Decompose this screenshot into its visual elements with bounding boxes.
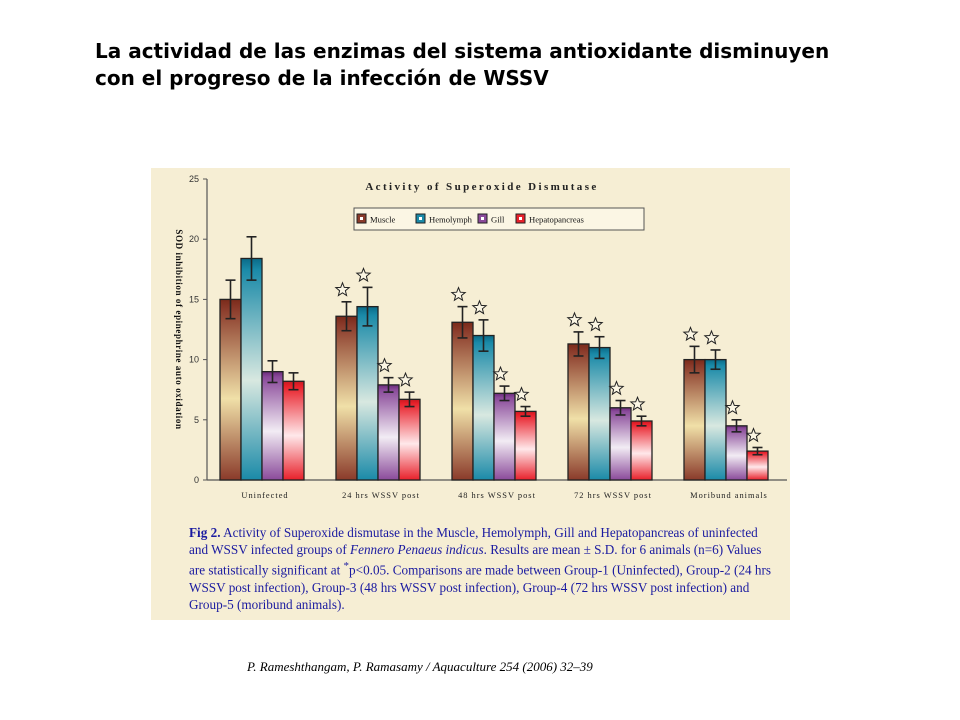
slide-title-line-1: La actividad de las enzimas del sistema … <box>95 39 830 63</box>
caption-part-1: Activity of Superoxide dismutase in the … <box>189 525 758 558</box>
x-axis-label: Groups <box>523 507 562 508</box>
significance-star <box>629 395 646 412</box>
x-category-label: 24 hrs WSSV post <box>342 491 420 500</box>
x-category-label: infection <box>594 507 633 508</box>
x-category-label: Moribund animals <box>690 491 768 500</box>
legend-label-gill: Gill <box>491 215 505 225</box>
bar-muscle-2 <box>335 315 358 481</box>
significance-star <box>724 399 741 415</box>
legend-label-hepatopancreas: Hepatopancreas <box>529 215 585 225</box>
slide-title: La actividad de las enzimas del sistema … <box>95 38 855 92</box>
y-tick-label: 10 <box>189 355 199 365</box>
bar-hepatopancreas-1 <box>282 380 305 481</box>
y-tick-label: 0 <box>194 475 199 485</box>
bar-hemolymph-4 <box>588 346 611 481</box>
figure-caption: Fig 2. Activity of Superoxide dismutase … <box>189 524 779 613</box>
significance-star <box>450 286 467 302</box>
bar-hemolymph-1 <box>240 257 263 481</box>
legend-box <box>353 207 645 231</box>
legend-label-muscle: Muscle <box>370 215 395 225</box>
significance-star <box>492 365 509 381</box>
x-category-label: Uninfected <box>241 491 288 500</box>
bar-hepatopancreas-2 <box>398 398 421 481</box>
bar-gill-1 <box>261 370 284 481</box>
y-axis-label: SOD inhibition of epinephrine auto oxida… <box>174 229 184 429</box>
bar-hemolymph-2 <box>356 305 379 481</box>
significance-star <box>376 357 393 373</box>
sod-bar-chart: 0 5 10 15 20 25 Activity of Superoxide Dismuta… <box>174 174 787 508</box>
bar-muscle-4 <box>567 343 590 481</box>
significance-star <box>334 281 351 297</box>
significance-star <box>471 299 488 315</box>
significance-star <box>566 311 583 327</box>
citation: P. Rameshthangam, P. Ramasamy / Aquacult… <box>247 659 593 674</box>
bar-gill-5 <box>725 425 748 481</box>
bar-gill-4 <box>609 407 632 481</box>
legend: Muscle Hemolymph Gill Hepatopancreas <box>353 207 645 231</box>
bar-gill-3 <box>493 392 516 481</box>
chart-title: Activity of Superoxide Dismutase <box>365 181 598 193</box>
bar-muscle-5 <box>683 358 706 481</box>
y-tick-label: 25 <box>189 174 199 184</box>
caption-part-3: p<0.05. Comparisons are made between Gro… <box>189 562 772 613</box>
x-category-label: 72 hrs WSSV post <box>574 491 652 500</box>
bar-hemolymph-3 <box>472 334 495 481</box>
y-tick-label: 15 <box>189 294 199 304</box>
bar-muscle-1 <box>219 298 242 481</box>
caption-superscript: * <box>343 560 350 573</box>
bar-gill-2 <box>377 384 400 481</box>
significance-star <box>587 316 604 332</box>
bar-hepatopancreas-3 <box>514 410 537 481</box>
x-category-label: 48 hrs WSSV post <box>458 491 536 500</box>
x-category-label: infection <box>478 507 517 508</box>
figure-panel: 0 5 10 15 20 25 Activity of Superoxide Dismuta… <box>151 168 790 620</box>
legend-label-hemolymph: Hemolymph <box>429 215 473 225</box>
bar-muscle-3 <box>451 321 474 481</box>
bar-hemolymph-5 <box>704 358 727 481</box>
y-tick-label: 5 <box>194 415 199 425</box>
significance-star <box>355 267 372 283</box>
significance-star <box>397 371 414 387</box>
x-category-label: infection <box>362 507 401 508</box>
y-tick-label: 20 <box>189 234 199 244</box>
significance-star <box>703 329 720 345</box>
caption-species: Fennero Penaeus indicus <box>350 542 484 558</box>
caption-fig-label: Fig 2. <box>189 525 221 540</box>
slide-title-line-2: con el progreso de la infección de WSSV <box>95 66 549 90</box>
caption-part-2: . Results are mean ± S.D. for 6 animals … <box>189 542 762 578</box>
significance-star <box>745 427 762 443</box>
significance-star <box>513 386 530 402</box>
significance-star <box>682 326 699 342</box>
bar-hepatopancreas-4 <box>630 420 653 481</box>
significance-star <box>608 380 625 396</box>
